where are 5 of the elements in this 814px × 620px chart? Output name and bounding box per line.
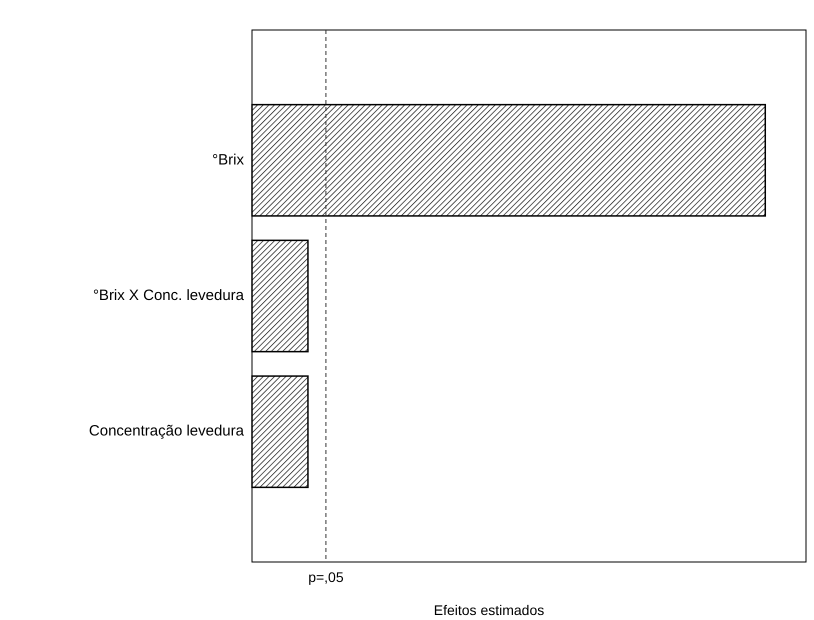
y-tick-label: °Brix bbox=[212, 151, 244, 168]
ref-line-label: p=,05 bbox=[308, 569, 344, 585]
y-tick-label: Concentração levedura bbox=[88, 422, 245, 440]
x-axis-title: Efeitos estimados bbox=[434, 602, 544, 618]
y-tick-label: °Brix X Conc. levedura bbox=[92, 286, 245, 304]
